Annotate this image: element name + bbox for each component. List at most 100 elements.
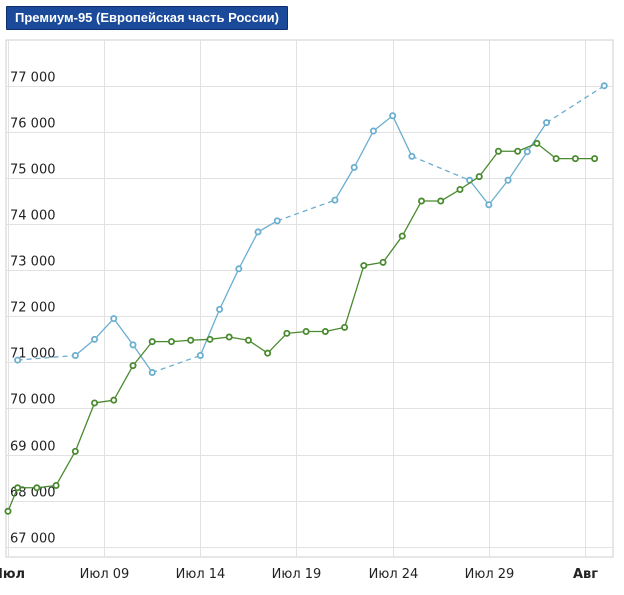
- series-1-segment: [373, 115, 394, 132]
- series-2-point: [206, 335, 214, 343]
- series-1-segment: [257, 220, 278, 233]
- series-1-point: [600, 82, 608, 90]
- series-2-point: [321, 327, 329, 335]
- series-1-point: [129, 341, 137, 349]
- series-1-point: [331, 196, 339, 204]
- series-2-point: [71, 447, 79, 455]
- series-2-point: [129, 362, 137, 370]
- series-2-segment: [248, 339, 269, 354]
- series-1-point: [485, 201, 493, 209]
- series-1-point: [91, 335, 99, 343]
- x-tick-label: Июл: [0, 567, 25, 582]
- series-2-segment: [113, 365, 134, 401]
- series-2-segment: [382, 235, 403, 263]
- chart-title: Премиум-95 (Европейская часть России): [6, 6, 289, 30]
- series-1-segment: [411, 155, 470, 181]
- series-1-point: [273, 217, 281, 225]
- x-tick-label: Июл 29: [465, 567, 515, 582]
- series-1-segment: [546, 85, 605, 124]
- x-tick-label: Июл 19: [272, 567, 322, 582]
- series-1: [14, 82, 608, 377]
- series-2-point: [437, 197, 445, 205]
- x-tick-label: Июл 14: [176, 567, 226, 582]
- series-1-point: [408, 152, 416, 160]
- series-2-segment: [343, 265, 365, 328]
- y-tick-label: 77 000: [10, 71, 56, 86]
- series-2-point: [148, 338, 156, 346]
- series-1-segment: [218, 268, 240, 310]
- series-1-point: [14, 356, 22, 364]
- series-2-point: [360, 262, 368, 270]
- y-tick-label: 76 000: [10, 117, 56, 132]
- series-2: [4, 139, 599, 515]
- series-1-segment: [469, 179, 490, 206]
- series-2-segment: [55, 451, 76, 486]
- series-2-segment: [401, 200, 423, 237]
- series-1-segment: [392, 115, 413, 157]
- series-2-segment: [459, 176, 480, 191]
- y-tick-label: 72 000: [10, 301, 56, 316]
- series-2-segment: [74, 402, 96, 452]
- x-tick-label: Июл 09: [80, 567, 130, 582]
- series-1-segment: [17, 354, 76, 361]
- series-1-segment: [277, 199, 336, 222]
- series-2-point: [33, 484, 41, 492]
- series-1-point: [254, 228, 262, 236]
- series-1-segment: [113, 318, 134, 346]
- plot-area: [5, 39, 614, 558]
- y-tick-label: 69 000: [10, 440, 56, 455]
- y-tick-label: 74 000: [10, 209, 56, 224]
- series-1-point: [110, 315, 118, 323]
- series-2-point: [379, 258, 387, 266]
- series-2-point: [456, 186, 464, 194]
- y-tick-label: 68 000: [10, 486, 56, 501]
- series-2-point: [167, 338, 175, 346]
- series-1-segment: [507, 151, 528, 181]
- series-1-segment: [334, 167, 355, 201]
- series-2-segment: [440, 188, 461, 202]
- series-1-segment: [488, 179, 509, 206]
- series-2-point: [4, 507, 12, 515]
- series-2-point: [418, 197, 426, 205]
- series-2-point: [264, 349, 272, 357]
- series-1-point: [389, 112, 397, 120]
- y-tick-label: 71 000: [10, 347, 56, 362]
- series-2-point: [475, 173, 483, 181]
- series-2-point: [110, 396, 118, 404]
- series-1-point: [369, 127, 377, 135]
- series-2-point: [514, 147, 522, 155]
- series-1-segment: [74, 338, 95, 356]
- series-1-segment: [199, 309, 221, 356]
- series-2-point: [14, 484, 22, 492]
- series-2-point: [302, 327, 310, 335]
- series-1-point: [71, 351, 79, 359]
- x-tick-label: Июл 24: [369, 567, 419, 582]
- series-1-segment: [238, 231, 259, 270]
- series-1-point: [196, 351, 204, 359]
- series-2-point: [187, 336, 195, 344]
- series-2-point: [52, 481, 60, 489]
- series-2-point: [552, 155, 560, 163]
- y-tick-label: 75 000: [10, 163, 56, 178]
- x-tick-label: Авг: [573, 567, 598, 582]
- y-tick-label: 70 000: [10, 393, 56, 408]
- series-1-segment: [526, 122, 548, 153]
- series-1-segment: [353, 130, 375, 168]
- series-2-segment: [536, 142, 557, 160]
- series-2-segment: [132, 341, 153, 367]
- y-tick-label: 67 000: [10, 532, 56, 547]
- series-2-segment: [267, 332, 288, 354]
- series-2-point: [244, 336, 252, 344]
- series-2-segment: [478, 150, 499, 177]
- series-1-point: [216, 305, 224, 313]
- series-2-point: [283, 329, 291, 337]
- series-2-point: [571, 155, 579, 163]
- series-1-point: [504, 176, 512, 184]
- series-2-point: [398, 232, 406, 240]
- series-1-point: [523, 148, 531, 156]
- series-1-point: [350, 163, 358, 171]
- series-1-point: [543, 119, 551, 127]
- series-2-point: [533, 139, 541, 147]
- series-2-segment: [7, 487, 19, 512]
